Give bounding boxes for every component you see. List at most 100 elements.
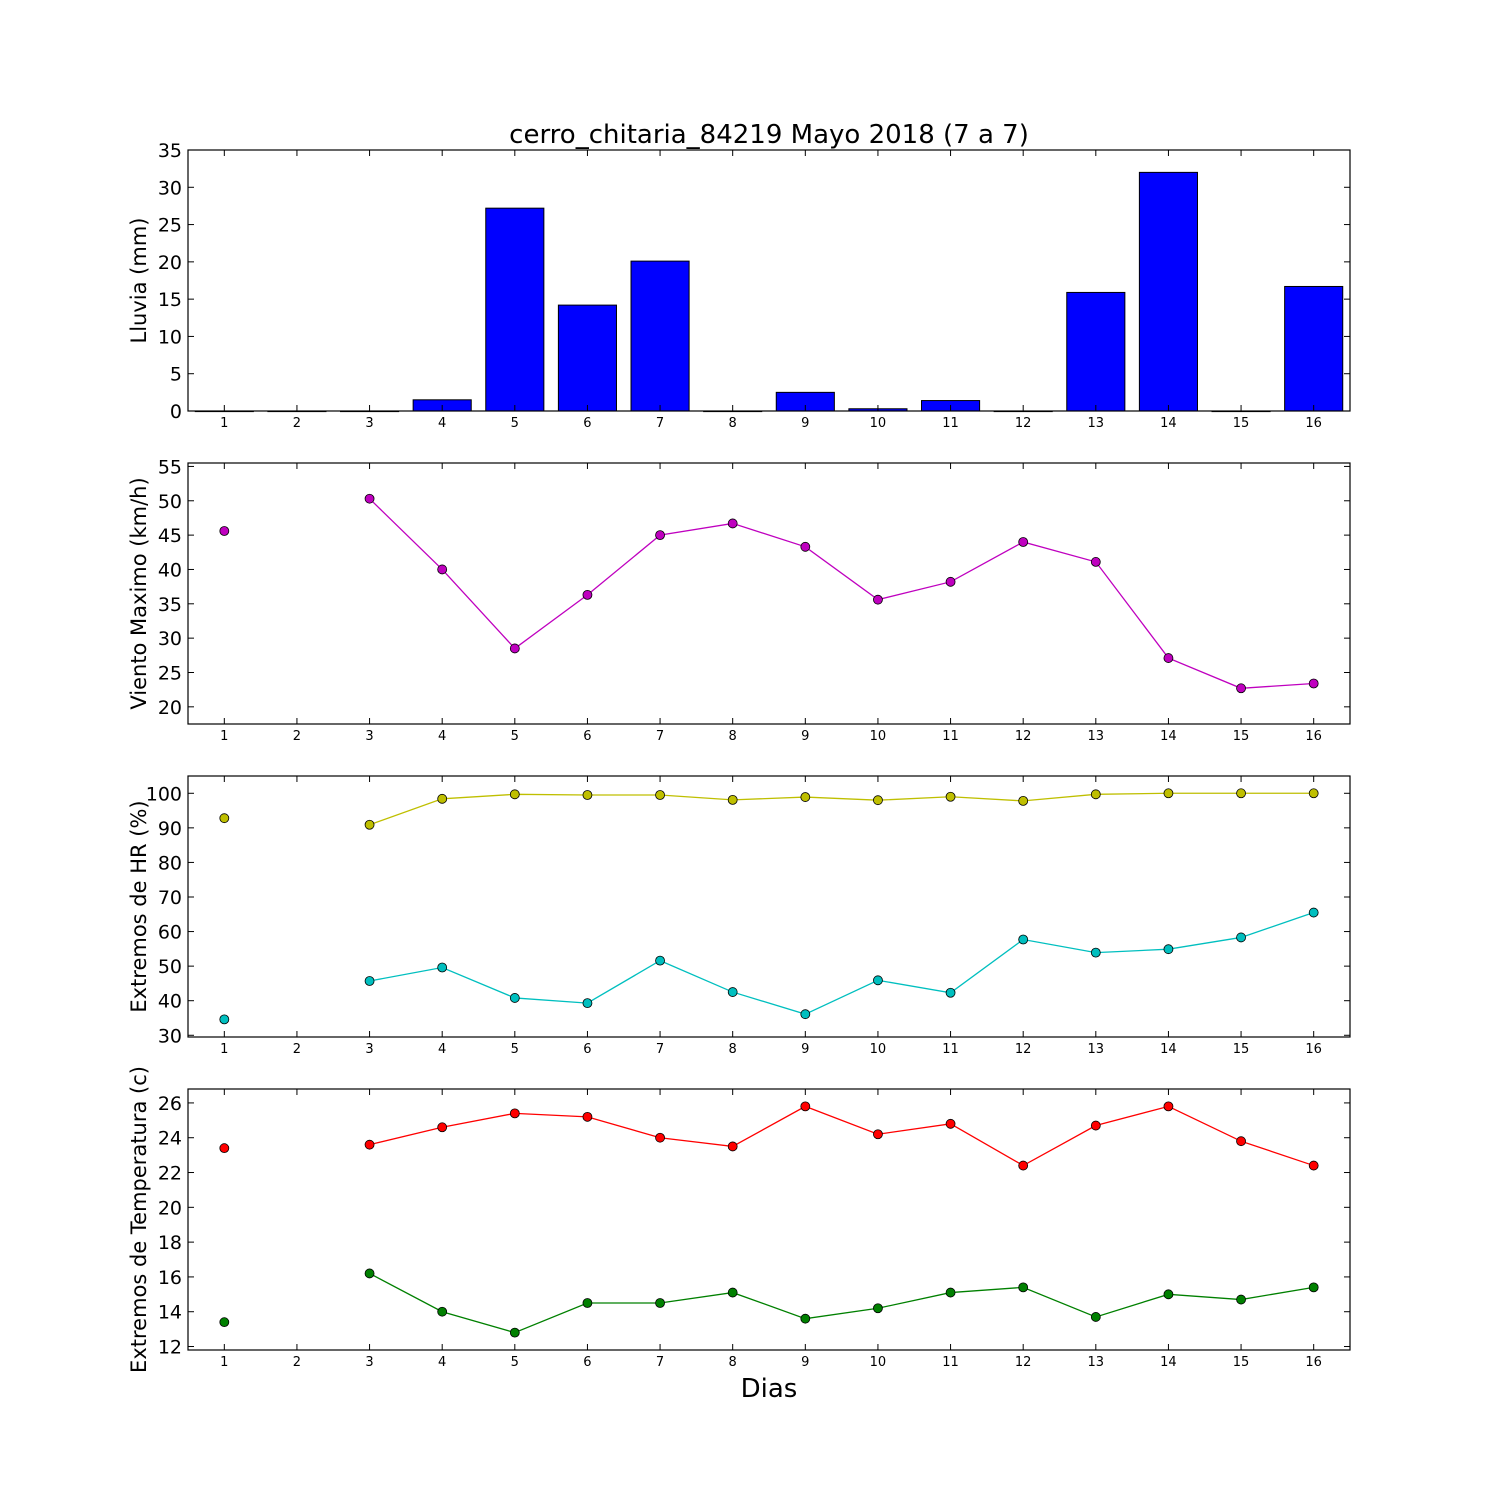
y-tick-label: 90 (158, 818, 182, 840)
series-0-point-day-6 (582, 790, 593, 800)
series-0-point-day-3 (364, 1139, 375, 1150)
x-tick-label: 6 (583, 1042, 591, 1057)
x-tick-label: 8 (729, 1355, 737, 1370)
series-0-point-day-13 (1090, 1120, 1101, 1131)
series-0-point-day-14 (1163, 1101, 1174, 1112)
plot-frame (187, 462, 1351, 725)
series-1-point-day-1 (219, 1014, 230, 1025)
series-0-point-day-3 (364, 493, 375, 504)
bar-day-5 (485, 207, 545, 412)
series-0-point-day-4 (437, 793, 448, 804)
series-1-point-day-11 (945, 1287, 956, 1298)
series-1-point-day-14 (1163, 1289, 1174, 1300)
series-0-point-day-7 (655, 1132, 665, 1143)
x-tick-label: 5 (511, 1355, 519, 1370)
series-0-point-day-9 (800, 541, 811, 552)
x-tick-label: 13 (1088, 1355, 1105, 1370)
x-tick-label: 13 (1088, 416, 1105, 431)
x-tick-label: 10 (870, 1042, 887, 1057)
series-1-point-day-13 (1090, 1312, 1101, 1322)
series-1-point-day-5 (509, 1327, 520, 1338)
series-0-point-day-5 (509, 643, 520, 654)
series-0-point-day-10 (873, 1129, 883, 1140)
series-1-line (369, 1272, 1314, 1334)
y-tick-label: 26 (158, 1093, 182, 1115)
x-tick-label: 9 (801, 1355, 809, 1370)
y-tick-label: 22 (158, 1163, 182, 1185)
x-tick-label: 12 (1015, 1355, 1032, 1370)
plot-frame (187, 1088, 1351, 1351)
x-tick-label: 2 (293, 1042, 301, 1057)
y-tick-label: 30 (158, 1025, 182, 1047)
x-tick-label: 5 (511, 416, 519, 431)
y-tick-label: 10 (158, 326, 182, 348)
y-tick-label: 30 (158, 177, 182, 199)
series-0-point-day-9 (800, 1101, 811, 1112)
series-1-point-day-16 (1308, 1282, 1319, 1293)
series-0-point-day-13 (1090, 557, 1101, 567)
subplot-lluvia: 1 2 3 4 5 6 7 8 9 10 11 12 13 14 15 1605101520253035Llu… (127, 140, 1351, 431)
x-tick-label: 16 (1305, 416, 1322, 431)
x-tick-label: 3 (365, 1355, 373, 1370)
series-1-point-day-4 (437, 1306, 448, 1317)
plot-area (188, 1089, 1350, 1350)
y-tick-label: 35 (158, 594, 182, 616)
x-tick-label: 7 (656, 729, 664, 744)
series-1-point-day-8 (727, 1287, 738, 1298)
series-1-point-day-9 (800, 1313, 811, 1324)
series-0-point-day-15 (1236, 788, 1246, 799)
x-tick-label: 10 (870, 1355, 887, 1370)
y-tick-label: 35 (158, 140, 182, 162)
series-0-point-day-4 (437, 1122, 448, 1133)
bar-day-16 (1284, 285, 1344, 412)
y-tick-label: 100 (146, 783, 182, 805)
x-tick-label: 12 (1015, 416, 1032, 431)
series-0-point-day-16 (1308, 788, 1319, 799)
subplots: 1 2 3 4 5 6 7 8 9 10 11 12 13 14 15 1605101520253035Llu… (127, 140, 1351, 1373)
series-1-point-day-11 (945, 987, 956, 998)
series-1-point-day-5 (509, 993, 520, 1003)
x-tick-label: 8 (729, 729, 737, 744)
y-tick-label: 25 (158, 215, 182, 237)
y-axis-label: Lluvia (mm) (127, 218, 151, 344)
x-tick-label: 4 (438, 416, 446, 431)
series-1-point-day-6 (582, 1298, 593, 1308)
y-tick-label: 40 (158, 991, 182, 1013)
x-tick-label: 11 (942, 1042, 959, 1057)
series-0-point-day-6 (582, 1111, 593, 1122)
series-0-point-day-6 (582, 589, 593, 600)
y-tick-label: 0 (170, 401, 182, 423)
series-0-point-day-4 (437, 564, 448, 575)
series-0-point-day-9 (800, 792, 811, 802)
x-tick-label: 1 (220, 729, 228, 744)
x-tick-label: 15 (1233, 1355, 1250, 1370)
bar-day-13 (1066, 291, 1126, 412)
x-tick-label: 6 (583, 729, 591, 744)
x-tick-label: 11 (942, 1355, 959, 1370)
x-tick-label: 13 (1088, 729, 1105, 744)
series-1-point-day-1 (219, 1317, 230, 1328)
series-0-point-day-1 (219, 813, 230, 824)
x-tick-label: 15 (1233, 1042, 1250, 1057)
series-1-point-day-7 (655, 955, 665, 966)
subplot-viento: 1 2 3 4 5 6 7 8 9 10 11 12 13 14 15 162025303540455055V… (127, 456, 1351, 744)
series-0-point-day-10 (873, 795, 883, 806)
x-tick-label: 9 (801, 1042, 809, 1057)
y-axis-label: Viento Maximo (km/h) (127, 477, 151, 709)
series-0-point-day-11 (945, 791, 956, 802)
plot-area (188, 463, 1350, 724)
y-tick-label: 45 (158, 525, 182, 547)
series-0-point-day-3 (364, 819, 375, 830)
x-tick-label: 4 (438, 1355, 446, 1370)
series-0-point-day-11 (945, 1118, 956, 1129)
x-tick-label: 15 (1233, 729, 1250, 744)
x-tick-label: 2 (293, 729, 301, 744)
series-0-point-day-7 (655, 530, 665, 541)
y-tick-label: 20 (158, 697, 182, 719)
series-1-point-day-15 (1236, 932, 1246, 943)
series-0-point-day-14 (1163, 653, 1174, 663)
x-tick-label: 2 (293, 1355, 301, 1370)
y-axis-label: Extremos de Temperatura (c) (127, 1066, 151, 1373)
x-tick-label: 6 (583, 416, 591, 431)
series-1-point-day-13 (1090, 947, 1101, 958)
